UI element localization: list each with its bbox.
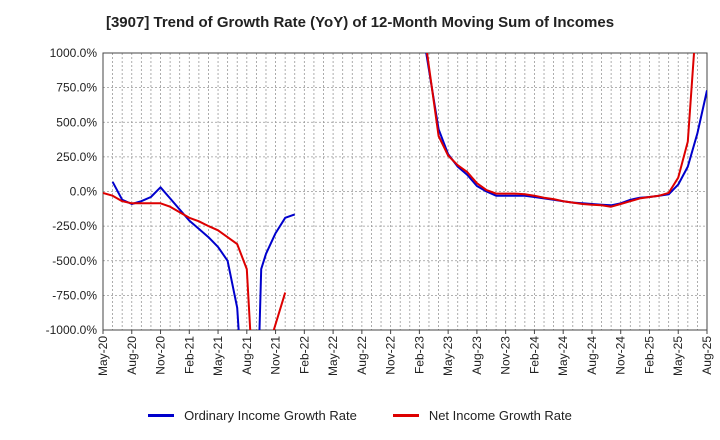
x-tick-label: Aug-24 <box>585 336 599 375</box>
legend-item-net-income[interactable]: Net Income Growth Rate <box>392 407 572 423</box>
x-tick-label: May-21 <box>211 336 225 376</box>
legend-swatch-ordinary-income <box>148 413 175 417</box>
x-tick-label: Feb-21 <box>182 336 196 374</box>
x-tick-label: Nov-20 <box>154 336 168 375</box>
x-tick-label: May-23 <box>441 336 455 376</box>
legend-item-ordinary-income[interactable]: Ordinary Income Growth Rate <box>148 408 357 423</box>
y-tick-label: 1000.0% <box>50 46 98 60</box>
x-tick-label: Nov-21 <box>269 336 283 375</box>
y-tick-label: 500.0% <box>56 115 97 129</box>
y-tick-label: 250.0% <box>56 150 97 164</box>
y-tick-label: -750.0% <box>52 288 97 302</box>
chart-title: [3907] Trend of Growth Rate (YoY) of 12-… <box>105 14 615 31</box>
x-tick-label: Feb-22 <box>297 336 311 374</box>
legend-label-ordinary-income: Ordinary Income Growth Rate <box>184 407 357 423</box>
series-line-net-income <box>103 53 696 330</box>
x-tick-label: Aug-22 <box>355 336 369 375</box>
line-chart: 1000.0% 750.0% 500.0% 250.0% 0.0% -250.0% -500… <box>46 46 714 376</box>
x-tick-label: Aug-21 <box>240 336 254 375</box>
legend-swatch-net-income <box>392 413 419 417</box>
legend: Ordinary Income Growth Rate Net Income G… <box>0 404 720 426</box>
x-tick-label: Feb-25 <box>642 336 656 374</box>
y-tick-label: 750.0% <box>56 81 97 95</box>
plot-border <box>102 52 708 331</box>
x-tick-label: Feb-23 <box>412 336 426 374</box>
y-tick-label: -250.0% <box>52 219 97 233</box>
x-tick-label: Nov-23 <box>499 336 513 375</box>
x-tick-label: Nov-22 <box>384 336 398 375</box>
x-tick-label: Feb-24 <box>527 336 541 374</box>
y-tick-label: -1000.0% <box>46 323 98 337</box>
x-tick-label: May-24 <box>556 336 570 376</box>
x-tick-label: May-20 <box>96 336 110 376</box>
x-tick-label: May-25 <box>671 336 685 376</box>
x-tick-label: Aug-23 <box>470 336 484 375</box>
x-tick-label: Aug-25 <box>700 336 714 375</box>
legend-label-net-income: Net Income Growth Rate <box>428 407 572 423</box>
x-tick-label: Nov-24 <box>614 336 628 375</box>
y-tick-label: 0.0% <box>70 185 98 199</box>
x-tick-label: May-22 <box>326 336 340 376</box>
x-tick-label: Aug-20 <box>125 336 139 375</box>
y-tick-label: -500.0% <box>52 254 97 268</box>
